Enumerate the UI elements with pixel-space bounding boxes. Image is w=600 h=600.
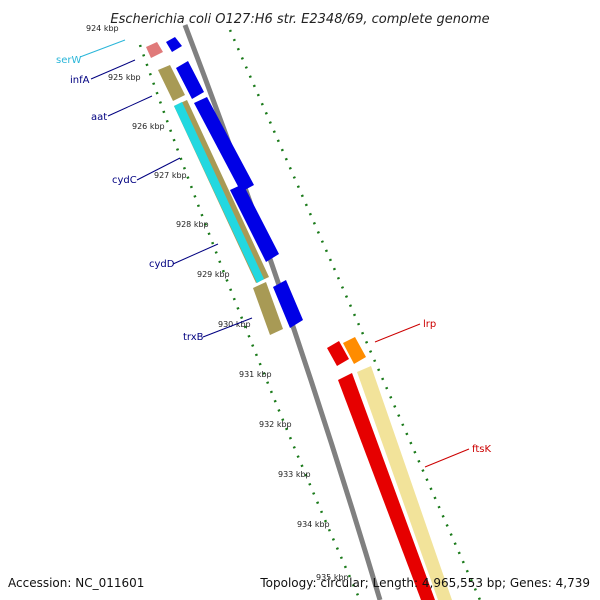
gene-label-cydD[interactable]: cydD [149,259,175,270]
trna-serW[interactable] [146,42,163,58]
cds-forward[interactable] [166,37,182,52]
callout-line [108,96,152,116]
tick-label: 926 kbp [132,122,165,131]
gene-label-ftsK[interactable]: ftsK [472,444,491,455]
tick-label: 927 kbp [154,171,187,180]
tick-label: 934 kbp [297,520,330,529]
gene-label-lrp[interactable]: lrp [423,319,436,330]
callout-line [80,40,125,57]
tick-label: 931 kbp [239,370,272,379]
tick-label: 932 kbp [259,420,292,429]
reverse-strand-features [327,337,452,600]
tick-label: 928 kbp [176,220,209,229]
callout-line [375,324,420,342]
tick-label: 925 kbp [108,73,141,82]
tick-label: 924 kbp [86,24,119,33]
callout-line [425,449,469,467]
cds-ftsK[interactable] [338,373,435,600]
callout-line [173,244,218,264]
inner-strand-features [146,42,283,335]
gene-label-aat[interactable]: aat [91,112,107,123]
map-title: Escherichia coli O127:H6 str. E2348/69, … [110,12,489,27]
forward-strand-features [166,37,303,328]
tick-label: 929 kbp [197,270,230,279]
accession-text: Accession: NC_011601 [8,576,144,590]
gene-label-cydC[interactable]: cydC [112,175,137,186]
gene-label-infA[interactable]: infA [70,75,90,86]
tick-label: 933 kbp [278,470,311,479]
gene-label-serW[interactable]: serW [56,55,81,66]
gene-label-trxB[interactable]: trxB [183,332,204,343]
genome-summary: Topology: circular; Length: 4,965,553 bp… [259,576,590,590]
